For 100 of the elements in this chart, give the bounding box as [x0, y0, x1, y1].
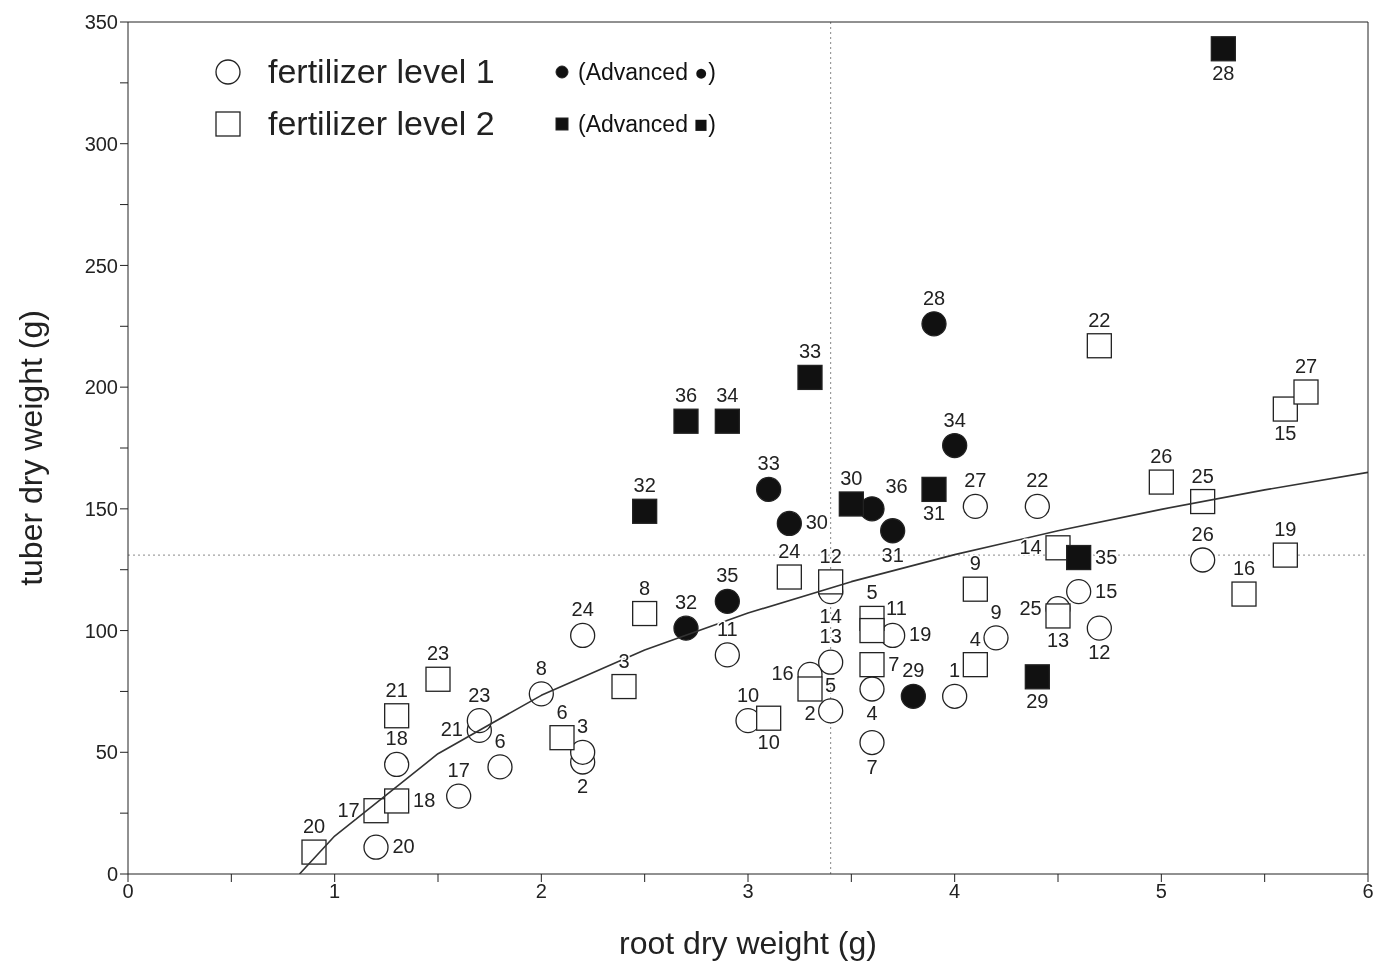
- annotation: 11: [886, 596, 907, 619]
- point: [714, 642, 740, 668]
- point: [611, 673, 637, 700]
- x-tick-label: 6: [1362, 880, 1374, 903]
- annotation: 34: [943, 408, 966, 431]
- annotation: 5: [825, 673, 837, 696]
- point: [859, 729, 885, 756]
- point: [714, 408, 740, 434]
- point: [921, 311, 947, 337]
- annotation: 5: [866, 581, 878, 604]
- annotation: 30: [805, 511, 828, 534]
- annotation: 29: [902, 659, 925, 682]
- annotation: 10: [757, 731, 780, 754]
- annotation: 11: [716, 617, 738, 640]
- annotation: 35: [716, 564, 739, 587]
- point: [673, 408, 699, 434]
- point: [756, 476, 782, 503]
- point: [632, 498, 658, 524]
- point: [1066, 578, 1092, 605]
- annotation: 16: [771, 662, 794, 685]
- annotation: 33: [798, 340, 822, 363]
- annotation: 2: [804, 701, 816, 724]
- point: [818, 698, 844, 724]
- point: [1086, 333, 1112, 359]
- y-tick-label: 150: [84, 497, 118, 520]
- point: [446, 783, 472, 809]
- legend-label: fertilizer level 2: [268, 104, 495, 142]
- point: [1066, 544, 1092, 571]
- point: [1272, 542, 1298, 568]
- annotation: 36: [674, 384, 698, 407]
- annotation: 18: [385, 727, 408, 750]
- point: [942, 683, 968, 709]
- annotation: 14: [819, 604, 842, 627]
- annotation: 6: [494, 729, 506, 752]
- annotation: 12: [819, 544, 842, 567]
- annotation: 25: [1019, 596, 1042, 619]
- annotation: 8: [535, 656, 547, 679]
- point: [1231, 581, 1257, 607]
- point: [1045, 603, 1071, 629]
- legend-label: fertilizer level 1: [268, 52, 495, 90]
- annotation: 26: [1150, 445, 1173, 468]
- point: [1190, 488, 1216, 515]
- x-axis-title: root dry weight (g): [619, 925, 877, 961]
- annotation: 17: [337, 798, 360, 821]
- annotation: 21: [440, 718, 463, 741]
- y-tick-label: 200: [84, 376, 118, 399]
- point: [776, 564, 802, 590]
- annotation: 15: [1274, 422, 1297, 445]
- point: [880, 518, 906, 544]
- legend-label: (Advanced ■): [578, 111, 716, 137]
- annotation: 4: [969, 627, 981, 650]
- point: [838, 491, 864, 517]
- x-tick-label: 3: [742, 880, 754, 903]
- x-tick-label: 0: [122, 880, 134, 903]
- point: [673, 615, 699, 641]
- annotation: 2: [577, 775, 589, 798]
- annotation: 35: [1095, 545, 1118, 568]
- point: [818, 569, 844, 595]
- annotation: 12: [1088, 641, 1111, 664]
- annotation: 13: [1046, 628, 1070, 651]
- y-tick-label: 250: [84, 254, 118, 277]
- point: [1024, 493, 1050, 520]
- point: [1293, 379, 1319, 405]
- point: [962, 576, 988, 602]
- annotation: 31: [881, 543, 904, 566]
- point: [570, 622, 596, 649]
- y-tick-label: 100: [84, 619, 118, 642]
- annotation: 28: [1212, 61, 1235, 84]
- annotation: 19: [1274, 518, 1297, 541]
- point: [797, 676, 823, 702]
- annotation: 8: [639, 576, 651, 599]
- annotation: 6: [556, 700, 568, 723]
- point: [632, 600, 658, 627]
- annotation: 15: [1095, 579, 1118, 602]
- annotation: 33: [757, 452, 780, 475]
- annotation: 31: [922, 502, 946, 525]
- point: [818, 649, 844, 675]
- point: [859, 652, 885, 678]
- point: [549, 725, 575, 751]
- annotation: 9: [969, 552, 981, 575]
- point: [962, 652, 988, 678]
- point: [301, 839, 327, 865]
- point: [1148, 469, 1174, 495]
- annotation: 24: [778, 540, 801, 563]
- y-tick-label: 350: [84, 11, 118, 34]
- point: [756, 705, 782, 731]
- annotation: 36: [885, 474, 908, 497]
- point: [921, 476, 947, 503]
- point: [384, 788, 410, 814]
- point: [776, 510, 802, 537]
- x-tick-label: 4: [949, 880, 961, 903]
- annotation: 32: [674, 591, 698, 614]
- annotation: 19: [909, 623, 932, 646]
- annotation: 16: [1232, 557, 1256, 580]
- annotation: 7: [888, 652, 900, 675]
- point: [1210, 36, 1236, 62]
- annotation: 20: [302, 815, 326, 838]
- annotation: 22: [1088, 308, 1111, 331]
- point: [983, 625, 1009, 651]
- point: [570, 739, 596, 765]
